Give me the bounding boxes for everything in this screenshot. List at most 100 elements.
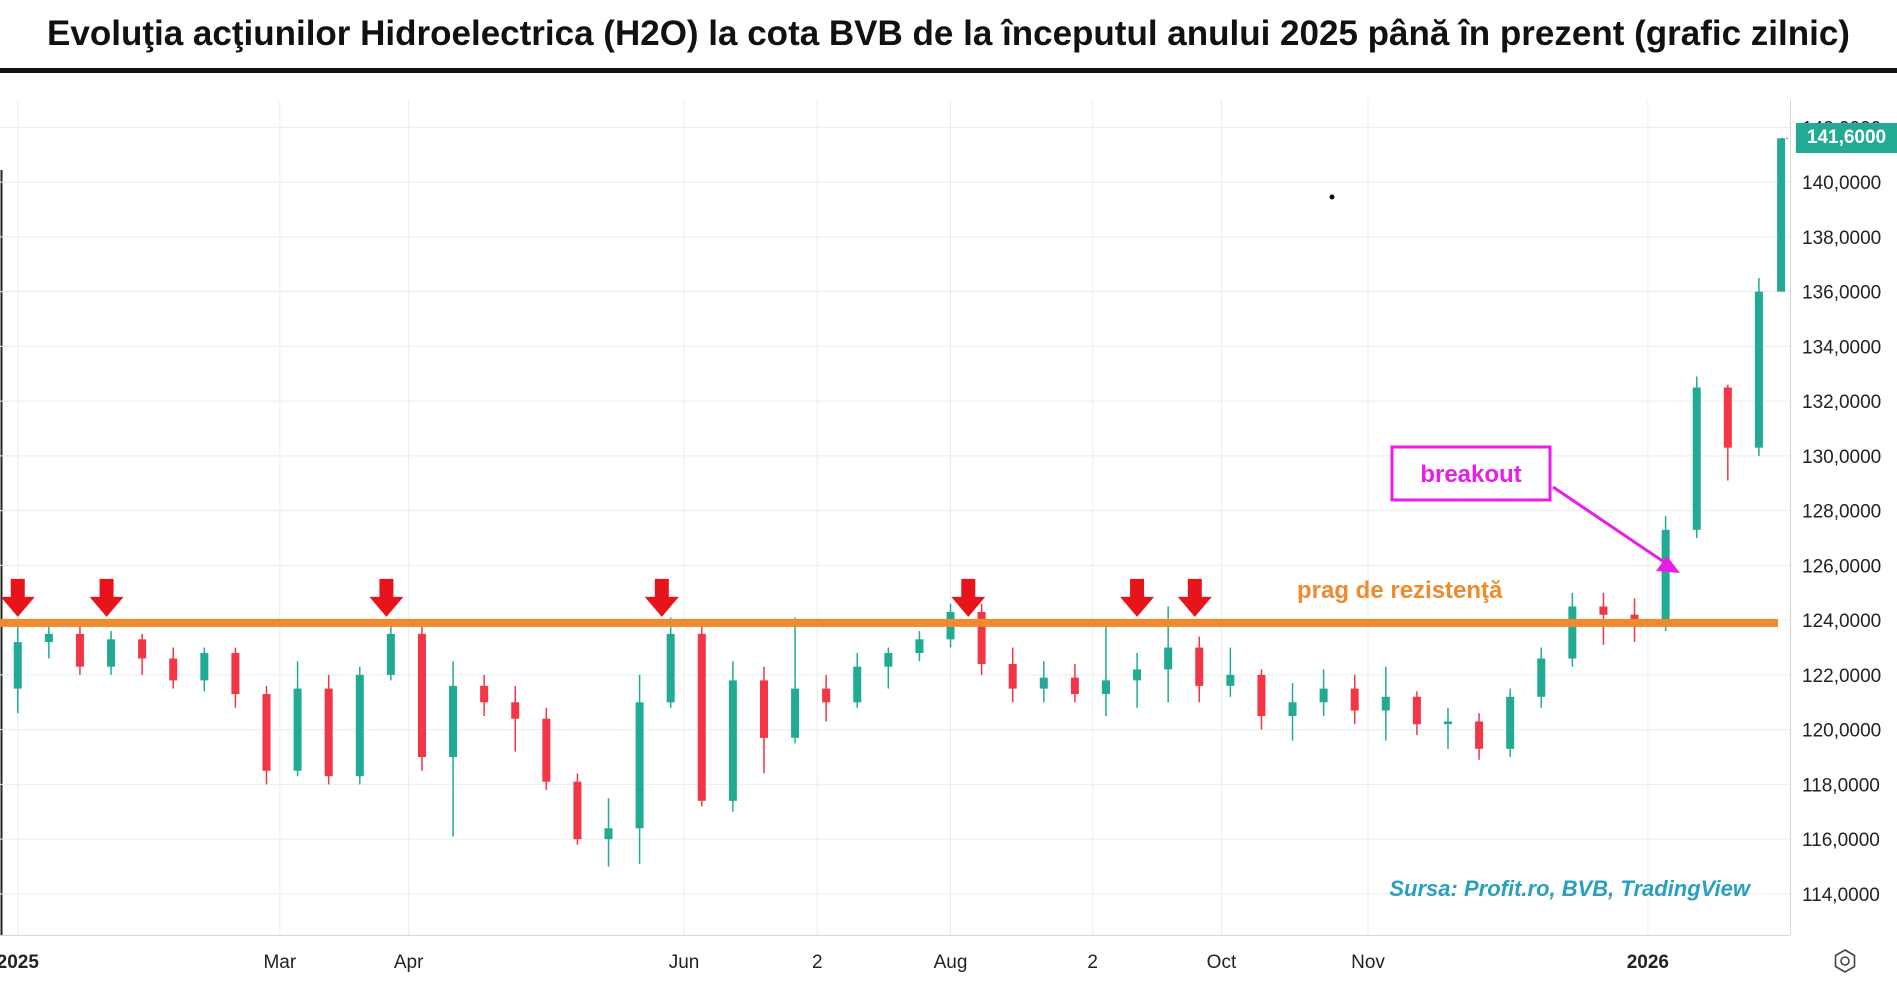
candle-body bbox=[915, 639, 924, 654]
candle-body bbox=[853, 666, 862, 703]
chart-title: Evoluţia acţiunilor Hidroelectrica (H2O)… bbox=[47, 14, 1850, 53]
candle-body bbox=[417, 633, 426, 758]
candle-body bbox=[355, 674, 364, 777]
candle-body bbox=[1226, 674, 1235, 686]
x-tick-label: Oct bbox=[1207, 952, 1237, 973]
breakout-arrow-head bbox=[1656, 556, 1680, 573]
candle-body bbox=[44, 633, 53, 643]
resistance-arrows bbox=[0, 578, 1212, 617]
x-tick-label: Aug bbox=[934, 952, 968, 973]
candle-body bbox=[1257, 674, 1266, 716]
y-tick-label: 122,0000 bbox=[1802, 666, 1881, 687]
candle-body bbox=[697, 633, 706, 801]
candle-body bbox=[1506, 696, 1515, 749]
candle-body bbox=[107, 639, 116, 667]
candle-body bbox=[1195, 647, 1204, 686]
candle-body bbox=[1288, 702, 1297, 716]
candle-body bbox=[1319, 688, 1328, 703]
candle-body bbox=[1599, 606, 1608, 615]
candle-body bbox=[822, 688, 831, 703]
candle-body bbox=[293, 688, 302, 771]
y-axis-ticks: 114,0000 116,0000 118,0000 120,0000 122,0000… bbox=[1802, 118, 1881, 906]
candle-body bbox=[759, 680, 768, 738]
breakout-arrow-line bbox=[1552, 485, 1665, 564]
y-tick-label: 126,0000 bbox=[1802, 556, 1881, 577]
source-label: Sursa: Profit.ro, BVB, TradingView bbox=[1389, 876, 1752, 901]
candle-body bbox=[1350, 688, 1359, 711]
resistance-label: prag de rezistenţă bbox=[1297, 577, 1503, 604]
down-arrow-icon bbox=[0, 578, 35, 617]
y-tick-label: 130,0000 bbox=[1802, 447, 1881, 468]
x-tick-label: 2 bbox=[1087, 952, 1098, 973]
x-tick-label: Jun bbox=[669, 952, 700, 973]
candle-body bbox=[231, 653, 240, 695]
candle-body bbox=[1101, 680, 1110, 695]
candle-body bbox=[1039, 677, 1048, 689]
candle-body bbox=[1475, 721, 1484, 749]
y-tick-label: 124,0000 bbox=[1802, 611, 1881, 632]
breakout-box bbox=[1390, 445, 1552, 502]
candle-body bbox=[1568, 606, 1577, 659]
candle-body bbox=[635, 702, 644, 829]
down-arrow-icon bbox=[89, 578, 124, 617]
candle-body bbox=[324, 688, 333, 777]
x-tick-label: 2025 bbox=[0, 952, 39, 973]
candle-body bbox=[1692, 387, 1701, 530]
candle-body bbox=[200, 653, 209, 681]
candle-body bbox=[169, 658, 178, 681]
x-tick-label: Nov bbox=[1351, 952, 1385, 973]
candle-body bbox=[1008, 663, 1017, 689]
y-tick-label: 118,0000 bbox=[1802, 775, 1880, 796]
candle-body bbox=[75, 633, 84, 667]
y-tick-label: 134,0000 bbox=[1802, 337, 1881, 358]
x-tick-label: 2026 bbox=[1627, 952, 1669, 973]
candle-body bbox=[480, 685, 489, 703]
down-arrow-icon bbox=[644, 578, 679, 617]
candle-body bbox=[1164, 647, 1173, 670]
stray-dot bbox=[1329, 194, 1335, 200]
y-tick-label: 120,0000 bbox=[1802, 721, 1881, 742]
candle-body bbox=[1661, 529, 1670, 626]
candle-body bbox=[138, 639, 147, 659]
candle-body bbox=[13, 642, 22, 689]
y-tick-label: 128,0000 bbox=[1802, 502, 1881, 523]
candle-body bbox=[1754, 291, 1763, 448]
resistance-line bbox=[0, 618, 1778, 627]
y-tick-label: 136,0000 bbox=[1802, 283, 1881, 304]
candle-body bbox=[1381, 696, 1390, 711]
candle-body bbox=[262, 694, 271, 771]
candle-body bbox=[542, 718, 551, 782]
y-tick-label: 140,0000 bbox=[1802, 173, 1881, 194]
candlestick-series bbox=[13, 138, 1786, 867]
candle-body bbox=[791, 688, 800, 738]
candle-body bbox=[1537, 658, 1546, 697]
y-tick-label: 132,0000 bbox=[1802, 392, 1881, 413]
candle-body bbox=[977, 611, 986, 664]
down-arrow-icon bbox=[369, 578, 404, 617]
candle-body bbox=[511, 702, 520, 719]
x-tick-label: 2 bbox=[812, 952, 823, 973]
settings-gear-icon[interactable] bbox=[1832, 948, 1858, 974]
candle-body bbox=[573, 781, 582, 840]
breakout-label: breakout bbox=[1420, 461, 1521, 488]
x-tick-label: Mar bbox=[263, 952, 296, 973]
candle-body bbox=[449, 685, 458, 758]
candle-body bbox=[666, 633, 675, 703]
candle-body bbox=[1777, 138, 1786, 292]
gridlines bbox=[0, 100, 1790, 935]
y-tick-label: 116,0000 bbox=[1802, 830, 1880, 851]
candle-body bbox=[728, 680, 737, 801]
y-tick-label: 138,0000 bbox=[1802, 228, 1881, 249]
down-arrow-icon bbox=[1177, 578, 1212, 617]
y-tick-label: 114,0000 bbox=[1802, 885, 1880, 906]
x-axis-ticks: 2025 Mar Apr Jun 2 Aug 2 Oct Nov 2026 bbox=[0, 952, 1669, 973]
candle-body bbox=[604, 828, 613, 840]
candle-body bbox=[1133, 669, 1142, 681]
title-divider bbox=[0, 68, 1897, 73]
candle-body bbox=[884, 653, 893, 667]
candle-body bbox=[1443, 721, 1452, 725]
candle-body bbox=[1723, 387, 1732, 448]
down-arrow-icon bbox=[951, 578, 986, 617]
candle-body bbox=[1070, 677, 1079, 695]
